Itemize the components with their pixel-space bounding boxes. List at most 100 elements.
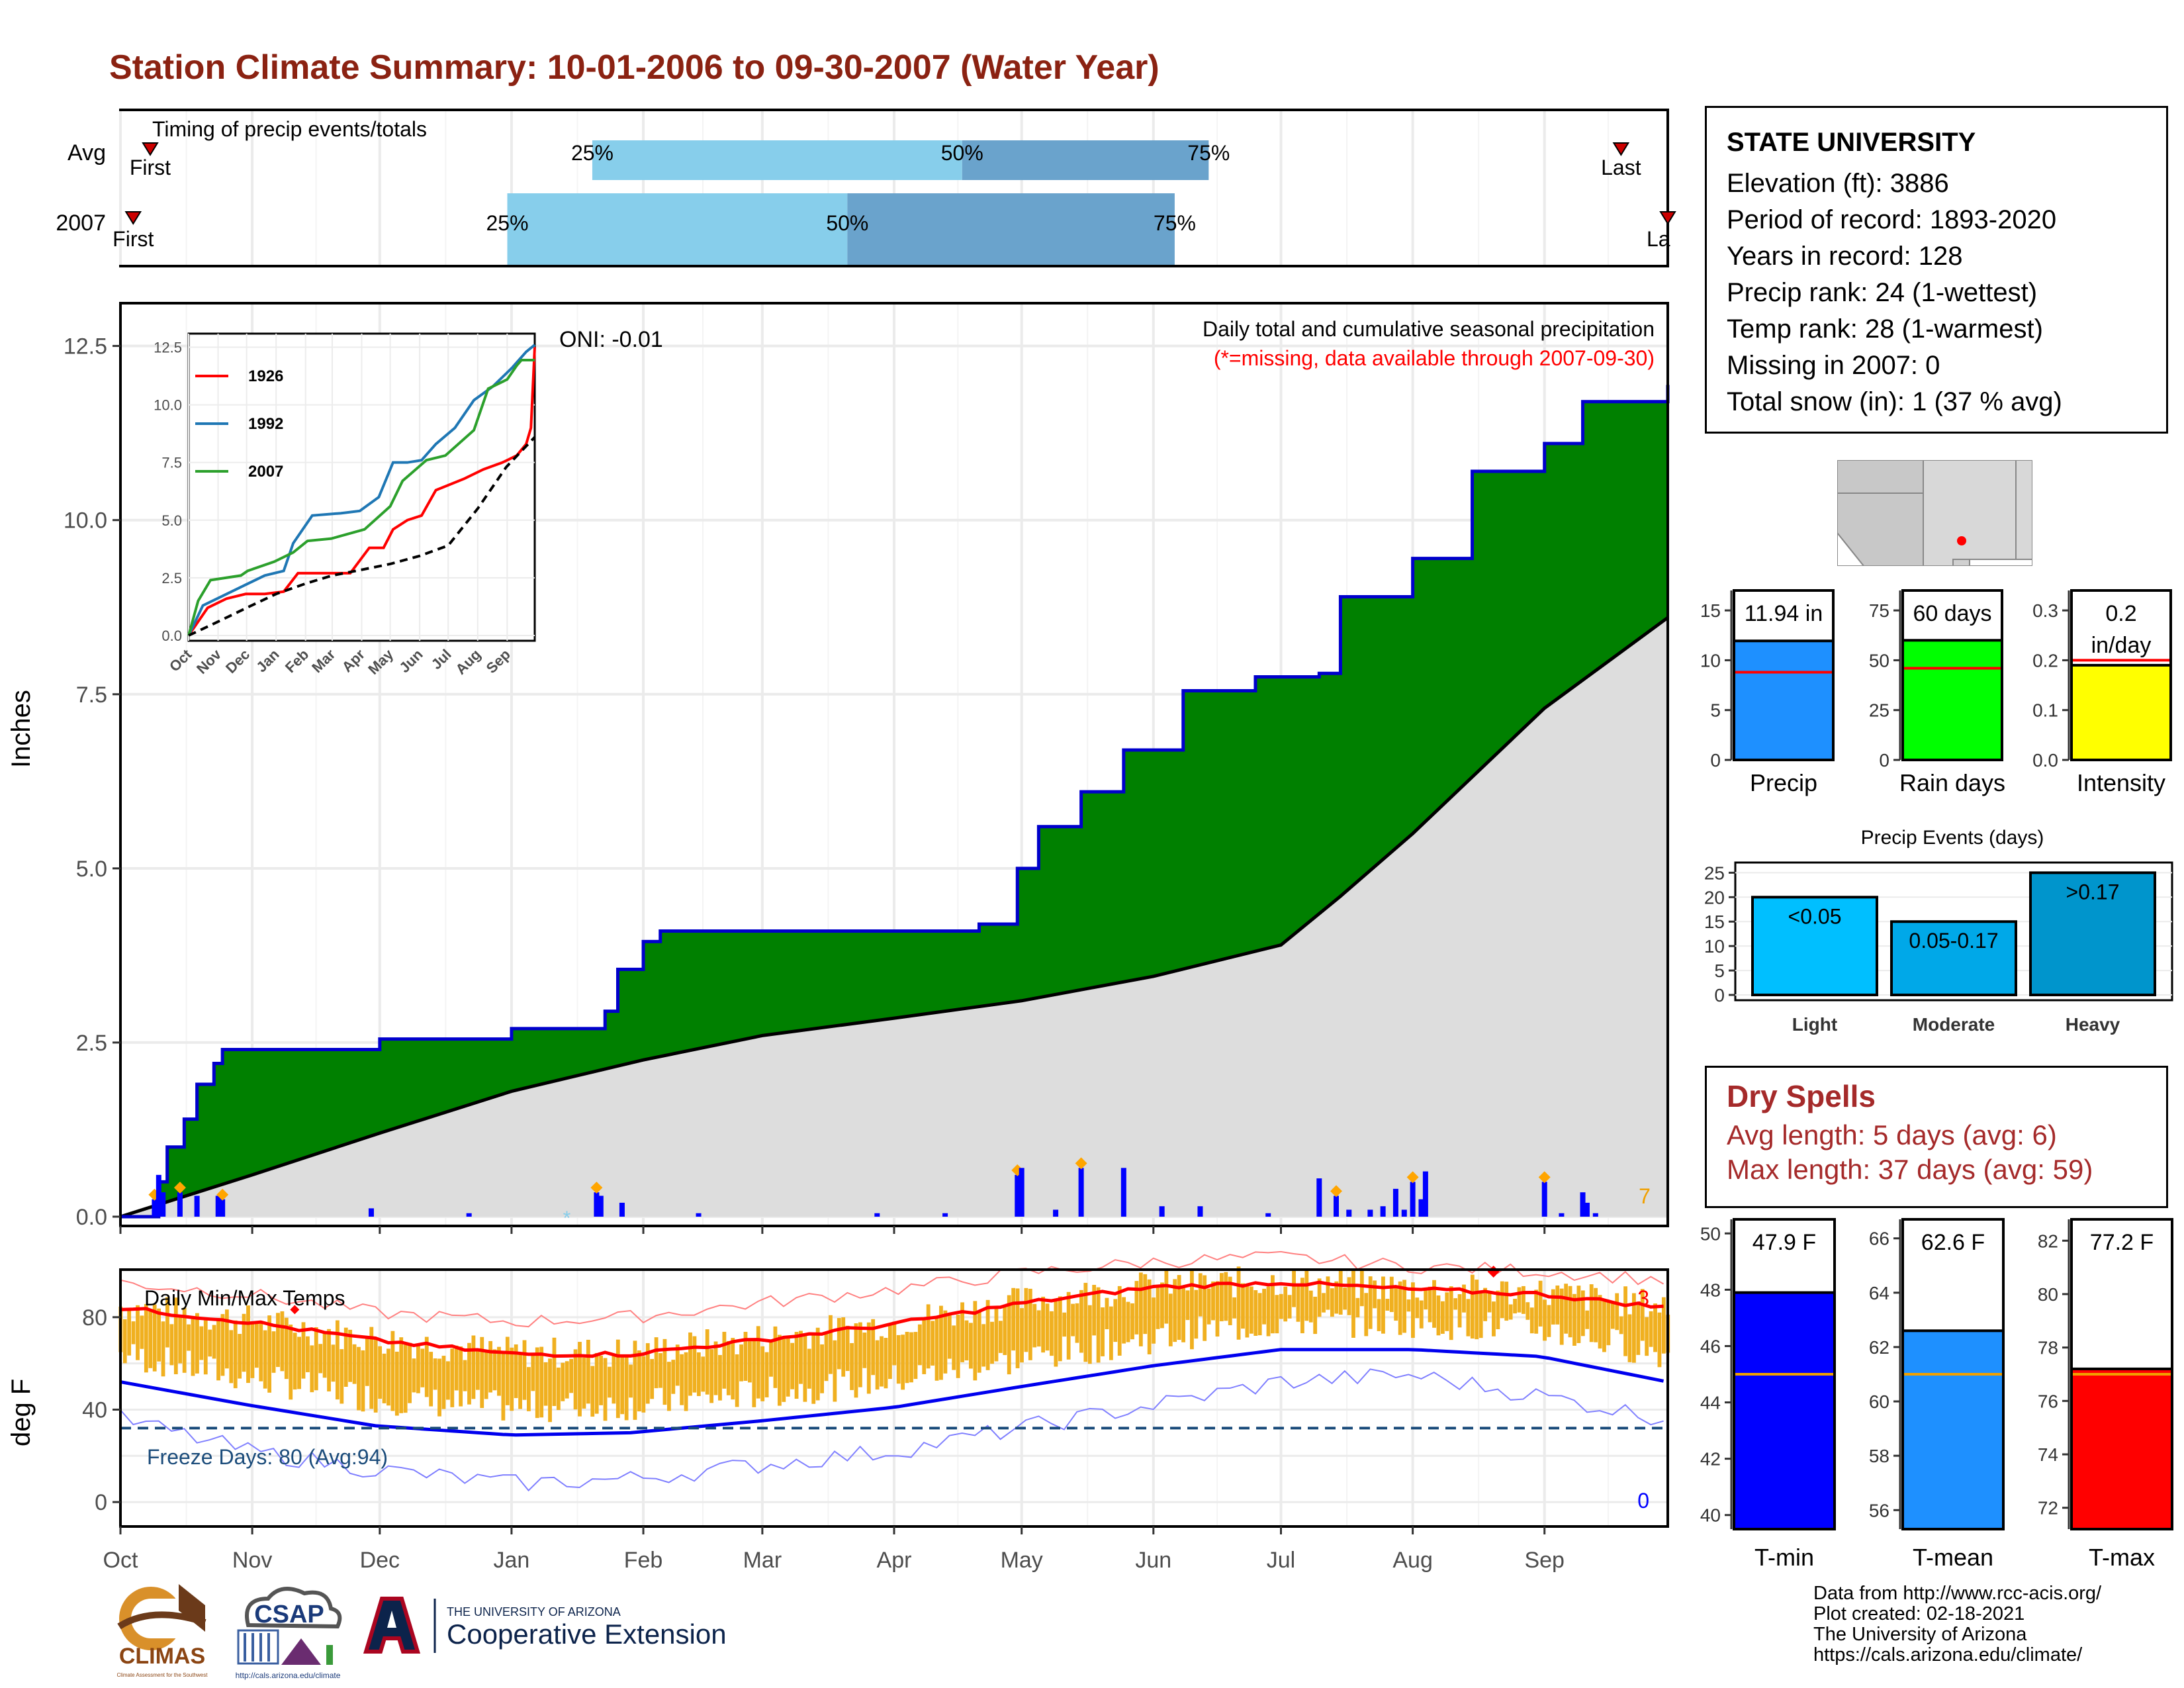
inset-line-1926 bbox=[187, 347, 536, 637]
events-bar-label: >0.17 bbox=[2066, 880, 2120, 904]
precip-subtitle: Daily total and cumulative seasonal prec… bbox=[1203, 317, 1655, 341]
timing-first-marker-0 bbox=[142, 142, 159, 156]
rain-days-label: Rain days bbox=[1899, 769, 2005, 796]
daily-temp-bar bbox=[1105, 1297, 1109, 1330]
daily-temp-bar bbox=[387, 1348, 390, 1406]
daily-temp-bar bbox=[531, 1353, 535, 1391]
events-bar-label: 0.05-0.17 bbox=[1909, 929, 1998, 953]
intensity-value-label: 0.2 bbox=[2105, 601, 2136, 626]
daily-temp-bar bbox=[829, 1315, 833, 1374]
temp-panel: 0 40 80 Daily Min/Max Temps 3 0 Freeze Day… bbox=[82, 1250, 1670, 1534]
precip-total-bar bbox=[1733, 639, 1835, 761]
timing-avg-q75-label: 75% bbox=[1187, 141, 1230, 165]
daily-precip-bar bbox=[1015, 1174, 1021, 1217]
daily-temp-bar bbox=[1492, 1301, 1496, 1336]
daily-temp-bar bbox=[1206, 1288, 1211, 1325]
daily-temp-bar bbox=[229, 1330, 234, 1383]
daily-precip-bar bbox=[1392, 1188, 1398, 1217]
inset-month-label: Mar bbox=[308, 646, 339, 677]
inset-ytick-label: 7.5 bbox=[161, 455, 182, 471]
ua-logo-top: THE UNIVERSITY OF ARIZONA bbox=[447, 1605, 621, 1618]
events-ytick: 0 bbox=[1714, 985, 1725, 1006]
daily-temp-bar bbox=[484, 1350, 488, 1399]
daily-temp-bar bbox=[973, 1301, 978, 1381]
daily-temp-bar bbox=[858, 1322, 862, 1387]
daily-temp-bar bbox=[871, 1319, 876, 1376]
daily-temp-bar bbox=[216, 1317, 220, 1381]
daily-temp-bar bbox=[1334, 1281, 1339, 1314]
daily-temp-bar bbox=[348, 1329, 353, 1382]
daily-temp-bar bbox=[880, 1336, 884, 1387]
daily-temp-bar bbox=[939, 1305, 943, 1380]
daily-temp-bar bbox=[416, 1344, 420, 1393]
daily-temp-bar bbox=[1224, 1272, 1228, 1321]
daily-temp-bar bbox=[773, 1326, 778, 1388]
daily-temp-bar bbox=[267, 1315, 272, 1393]
daily-precip-bar bbox=[1422, 1171, 1428, 1217]
daily-temp-bar bbox=[1432, 1280, 1436, 1328]
daily-temp-bar bbox=[807, 1348, 811, 1389]
daily-precip-bar bbox=[177, 1192, 183, 1217]
dry-spells-box: Dry Spells Avg length: 5 days (avg: 6) M… bbox=[1705, 1066, 2168, 1208]
rain-days-bar bbox=[1901, 639, 2003, 762]
daily-temp-bar bbox=[688, 1332, 692, 1396]
daily-temp-bar bbox=[1504, 1282, 1509, 1321]
cumulative-surplus-area bbox=[120, 385, 1668, 1217]
record-min-line bbox=[120, 1368, 1664, 1492]
daily-temp-bar bbox=[1440, 1301, 1445, 1334]
daily-temp-bar bbox=[1436, 1295, 1441, 1336]
daily-precip-bar bbox=[1019, 1168, 1024, 1217]
daily-temp-bar bbox=[1257, 1293, 1262, 1336]
daily-temp-bar bbox=[1547, 1305, 1551, 1337]
daily-temp-bar bbox=[1117, 1286, 1122, 1356]
daily-temp-bar bbox=[1445, 1292, 1449, 1331]
daily-precip-flag bbox=[1538, 1171, 1551, 1184]
daily-temp-bar bbox=[1028, 1288, 1032, 1360]
daily-temp-bar bbox=[1066, 1291, 1071, 1360]
daily-temp-bar bbox=[1062, 1312, 1067, 1337]
daily-temp-bar bbox=[624, 1356, 629, 1421]
daily-temp-bar bbox=[952, 1325, 956, 1370]
daily-temp-bar bbox=[1249, 1286, 1253, 1334]
freeze-days-label: Freeze Days: 80 (Avg:94) bbox=[147, 1445, 388, 1469]
csap-logo-text: CSAP bbox=[254, 1601, 324, 1628]
daily-temp-bar bbox=[475, 1350, 480, 1390]
daily-temp-bar bbox=[199, 1326, 204, 1360]
daily-temp-bar bbox=[1534, 1289, 1539, 1334]
precip-ytick-label: 0.0 bbox=[76, 1205, 107, 1230]
daily-temp-bar bbox=[650, 1358, 655, 1399]
timing-avg-first-label: First bbox=[130, 156, 171, 179]
daily-temp-bar bbox=[1525, 1302, 1530, 1320]
cumulative-2007-line bbox=[120, 385, 1670, 1219]
daily-temp-bar bbox=[1589, 1284, 1594, 1342]
avg-cumulative-area bbox=[120, 618, 1668, 1217]
daily-precip-bar bbox=[194, 1196, 200, 1217]
daily-precip-bar bbox=[696, 1213, 702, 1217]
daily-temp-bar bbox=[1326, 1276, 1330, 1310]
daily-precip-bar bbox=[1265, 1213, 1271, 1217]
daily-temp-bar bbox=[1551, 1289, 1555, 1325]
info-years: Years in record: 128 bbox=[1727, 242, 1963, 271]
month-label-jun: Jun bbox=[1135, 1548, 1171, 1573]
daily-temp-bar bbox=[824, 1333, 829, 1382]
daily-temp-bar bbox=[361, 1350, 365, 1412]
daily-temp-bar bbox=[722, 1331, 727, 1389]
daily-temp-bar bbox=[539, 1346, 544, 1418]
daily-temp-bar bbox=[896, 1335, 901, 1384]
daily-temp-bar bbox=[220, 1314, 225, 1376]
inset-month-label: Sep bbox=[483, 646, 514, 677]
chart-title: Station Climate Summary: 10-01-2006 to 0… bbox=[109, 48, 1160, 87]
daily-temp-bar bbox=[887, 1323, 892, 1380]
daily-temp-bar bbox=[1134, 1281, 1139, 1335]
inset-month-label: Dec bbox=[222, 646, 253, 677]
daily-temp-bar bbox=[510, 1347, 514, 1411]
temp-summary-bars: 40 42 44 46 48 50 47.9 F T-min 56 58 60 62 64 66 62.6 … bbox=[1700, 1218, 2173, 1571]
daily-temp-bar bbox=[1538, 1280, 1543, 1327]
daily-temp-bar bbox=[450, 1348, 455, 1407]
daily-temp-bar bbox=[866, 1322, 871, 1394]
events-ytick: 10 bbox=[1704, 936, 1725, 957]
daily-temp-bar bbox=[1529, 1307, 1534, 1334]
intensity-ytick: 0.2 bbox=[2032, 650, 2058, 671]
climas-subtext: Climate Assessment for the Southwest bbox=[117, 1672, 208, 1678]
intensity-ytick: 0.3 bbox=[2032, 600, 2058, 621]
